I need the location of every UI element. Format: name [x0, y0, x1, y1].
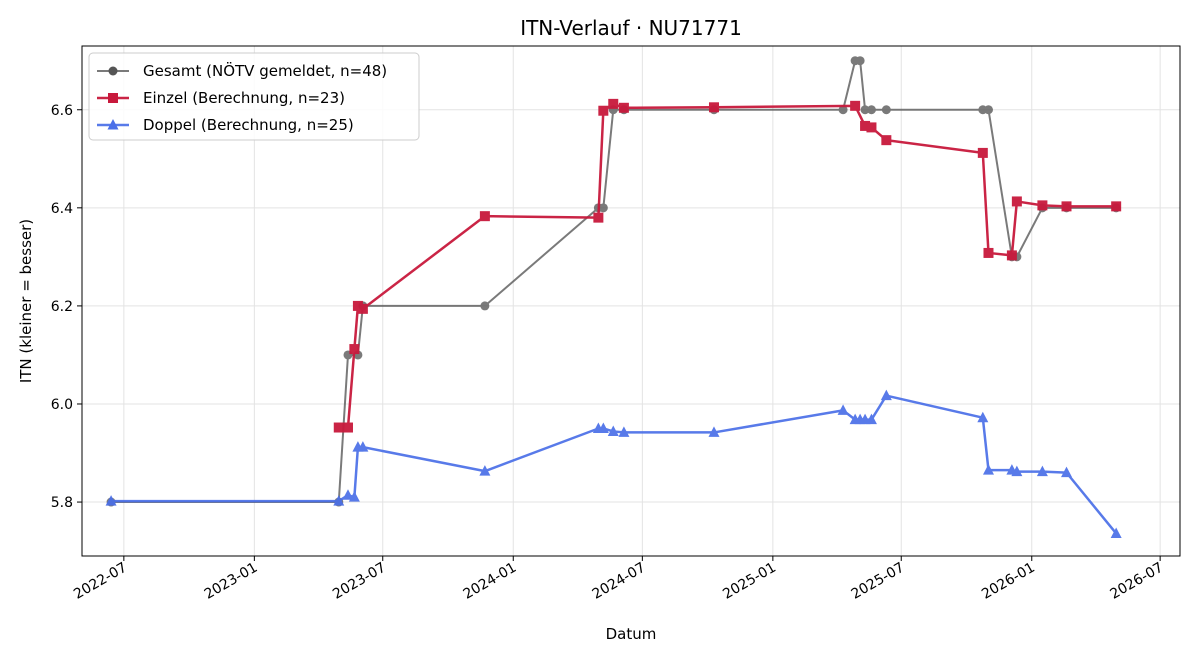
data-point: [1111, 201, 1122, 212]
data-point: [479, 211, 490, 222]
data-point: [881, 105, 891, 115]
data-point: [480, 301, 490, 311]
data-point: [593, 212, 604, 223]
chart-title: ITN-Verlauf · NU71771: [520, 16, 742, 40]
data-point: [598, 203, 608, 213]
data-point: [608, 98, 619, 109]
series-line: [111, 394, 1118, 535]
data-point: [1036, 465, 1048, 477]
data-point: [105, 495, 117, 506]
data-point: [1037, 200, 1048, 211]
data-point: [1011, 196, 1022, 207]
data-point: [597, 422, 609, 433]
data-point: [837, 404, 849, 415]
data-point: [342, 422, 353, 433]
x-tick-label: 2025-01: [720, 560, 779, 603]
data-point: [880, 389, 892, 401]
data-point: [977, 411, 989, 423]
x-tick-label: 2026-01: [979, 560, 1038, 603]
data-point: [982, 464, 994, 475]
y-axis-title: ITN (kleiner = besser): [17, 219, 35, 383]
x-tick-label: 2022-07: [71, 560, 130, 603]
legend-label: Doppel (Berechnung, n=25): [143, 116, 354, 134]
y-tick-label: 6.6: [51, 103, 73, 119]
data-point: [881, 135, 892, 146]
data-point: [1011, 465, 1023, 477]
data-point: [618, 426, 630, 437]
data-point: [850, 100, 861, 111]
y-tick-label: 6.4: [51, 201, 73, 217]
data-point: [333, 422, 344, 433]
data-point: [357, 303, 368, 314]
data-point: [333, 495, 345, 506]
data-point: [357, 441, 369, 452]
data-point: [866, 105, 876, 115]
x-tick-label: 2024-01: [461, 560, 520, 603]
legend: Gesamt (NÖTV gemeldet, n=48) Einzel (Bere…: [88, 52, 420, 141]
data-point: [708, 102, 719, 113]
data-point: [983, 247, 994, 258]
x-axis: 2022-07 2023-01 2023-07 2024-01 2024-07 2025-…: [71, 556, 1166, 603]
data-point: [977, 147, 988, 158]
legend-marker: [108, 93, 118, 103]
legend-label: Gesamt (NÖTV gemeldet, n=48): [143, 61, 387, 80]
x-tick-label: 2023-01: [202, 560, 261, 603]
data-point: [860, 105, 870, 115]
data-point: [838, 105, 848, 115]
y-tick-label: 6.2: [51, 299, 73, 315]
x-tick-label: 2024-07: [590, 560, 649, 603]
series-square: [333, 98, 1122, 433]
legend-marker: [108, 66, 118, 76]
data-point: [866, 122, 877, 133]
legend-box: [88, 52, 420, 141]
series-layer: [105, 56, 1122, 538]
data-point: [348, 491, 360, 502]
data-point: [860, 120, 871, 131]
series-line: [338, 102, 1117, 429]
y-tick-label: 5.8: [51, 495, 73, 511]
data-point: [1061, 201, 1072, 212]
data-point: [983, 105, 993, 115]
y-tick-label: 6.0: [51, 397, 73, 413]
data-point: [865, 413, 877, 425]
data-point: [1110, 527, 1122, 538]
data-point: [1061, 466, 1073, 478]
data-point: [708, 426, 720, 437]
data-point: [618, 102, 629, 113]
data-point: [607, 425, 619, 436]
plot-frame: [81, 45, 1181, 557]
legend-marker: [107, 119, 119, 130]
data-point: [1006, 250, 1017, 261]
series-triangle: [105, 389, 1122, 538]
data-point: [598, 105, 609, 116]
data-point: [349, 344, 360, 355]
x-tick-label: 2026-07: [1107, 560, 1166, 603]
x-tick-label: 2023-07: [330, 560, 389, 603]
legend-label: Einzel (Berechnung, n=23): [143, 89, 345, 107]
data-point: [342, 489, 354, 500]
x-tick-label: 2025-07: [849, 560, 908, 603]
data-point: [479, 465, 491, 476]
data-point: [855, 56, 865, 66]
x-axis-title: Datum: [606, 625, 657, 643]
y-axis: 5.8 6.0 6.2 6.4 6.6: [51, 103, 82, 511]
